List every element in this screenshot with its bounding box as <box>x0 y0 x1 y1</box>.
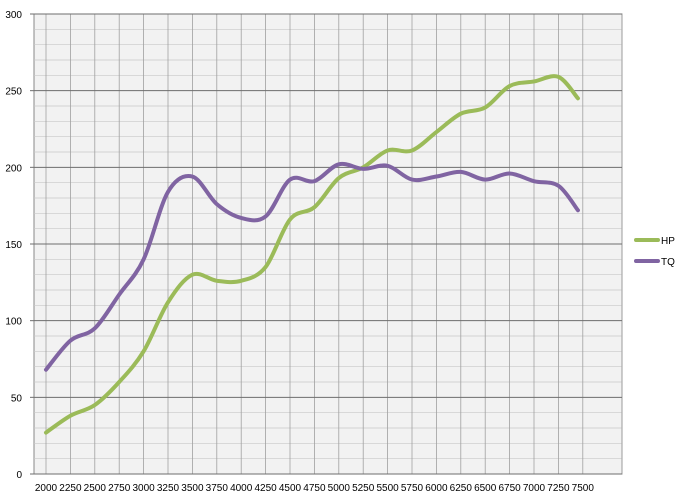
y-tick-label: 100 <box>5 317 22 328</box>
legend-label-tq: TQ <box>661 257 675 268</box>
x-tick-label: 4250 <box>254 483 277 494</box>
series-line-hp <box>44 74 580 435</box>
x-tick-label: 6250 <box>450 483 473 494</box>
x-tick-label: 3500 <box>181 483 204 494</box>
x-tick-label: 3000 <box>132 483 155 494</box>
x-tick-label: 3250 <box>157 483 180 494</box>
x-tick-label: 2500 <box>84 483 107 494</box>
y-tick-label: 250 <box>5 87 22 98</box>
legend-label-hp: HP <box>661 236 675 247</box>
x-tick-label: 2000 <box>35 483 58 494</box>
y-tick-label: 50 <box>11 393 23 404</box>
x-tick-label: 6500 <box>474 483 497 494</box>
x-tick-label: 4750 <box>303 483 326 494</box>
y-tick-label: 0 <box>16 470 22 481</box>
x-tick-label: 4000 <box>230 483 253 494</box>
series-line-tq <box>44 161 580 372</box>
x-tick-label: 5750 <box>401 483 424 494</box>
x-tick-label: 4500 <box>279 483 302 494</box>
x-tick-label: 6000 <box>425 483 448 494</box>
x-tick-label: 7500 <box>572 483 595 494</box>
x-tick-label: 6750 <box>498 483 521 494</box>
y-tick-label: 300 <box>5 10 22 21</box>
x-tick-label: 2750 <box>108 483 131 494</box>
series-lines <box>44 74 580 435</box>
x-tick-label: 2250 <box>59 483 82 494</box>
x-axis-tick-labels: 2000 2250 2500 2750 3000 3250 3500 3750 4000 4250… <box>35 483 594 494</box>
major-gridlines <box>30 13 622 475</box>
y-tick-label: 200 <box>5 163 22 174</box>
x-tick-label: 5500 <box>376 483 399 494</box>
x-tick-label: 7250 <box>547 483 570 494</box>
legend: HP TQ <box>634 236 675 268</box>
x-tick-label: 5250 <box>352 483 375 494</box>
y-axis-tick-labels: 0 50 100 150 200 250 300 <box>5 10 22 481</box>
x-tick-label: 5000 <box>328 483 351 494</box>
x-tick-label: 3750 <box>206 483 229 494</box>
y-tick-label: 150 <box>5 240 22 251</box>
x-tick-label: 7000 <box>523 483 546 494</box>
